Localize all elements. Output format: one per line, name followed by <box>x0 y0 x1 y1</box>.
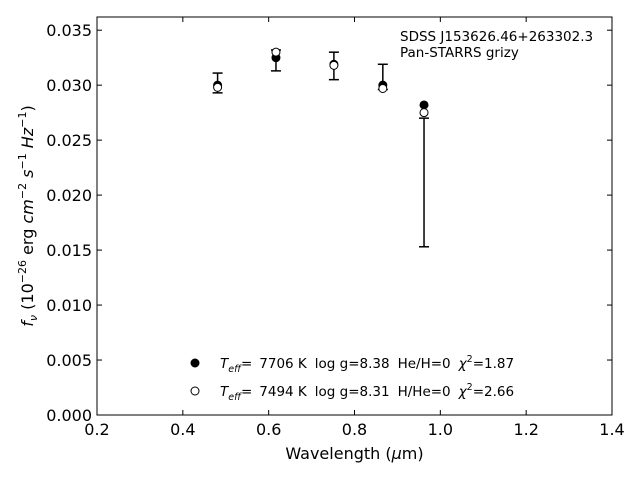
axis-ticks: 0.2 0.4 0.6 0.8 1.0 1.2 1.4 0.000 0.005 0.010 0.01… <box>46 17 625 439</box>
x-tick-label: 0.4 <box>170 420 195 439</box>
data-points <box>213 47 429 118</box>
annotation-line-1: SDSS J153626.46+263302.3 <box>400 29 593 45</box>
x-axis-label: Wavelength (μm) <box>285 444 423 463</box>
y-tick-label: 0.025 <box>46 131 92 150</box>
x-tick-label: 0.2 <box>84 420 109 439</box>
annotation-line-2: Pan-STARRS grizy <box>400 45 519 61</box>
legend-marker-filled <box>190 358 200 368</box>
model-point-open <box>271 47 281 57</box>
y-axis-label: fν (10−26 erg cm−2 s−1 Hz−1) <box>16 105 40 326</box>
model-point-filled <box>419 100 429 110</box>
plot-frame <box>96 16 613 416</box>
y-tick-label: 0.030 <box>46 76 92 95</box>
model-point-open <box>378 83 388 93</box>
x-tick-label: 0.8 <box>342 420 367 439</box>
x-tick-label: 1.0 <box>428 420 453 439</box>
model-point-open <box>329 60 339 70</box>
y-tick-label: 0.000 <box>46 406 92 425</box>
legend-marker-open <box>190 386 200 396</box>
y-tick-label: 0.005 <box>46 351 92 370</box>
y-tick-label: 0.020 <box>46 186 92 205</box>
y-tick-label: 0.015 <box>46 241 92 260</box>
x-tick-label: 0.6 <box>256 420 281 439</box>
x-tick-label: 1.2 <box>513 420 538 439</box>
x-tick-label: 1.4 <box>599 420 624 439</box>
y-tick-label: 0.035 <box>46 21 92 40</box>
model-point-open <box>213 82 223 92</box>
y-tick-label: 0.010 <box>46 296 92 315</box>
model-point-open <box>419 108 429 118</box>
plot-area <box>97 17 612 415</box>
